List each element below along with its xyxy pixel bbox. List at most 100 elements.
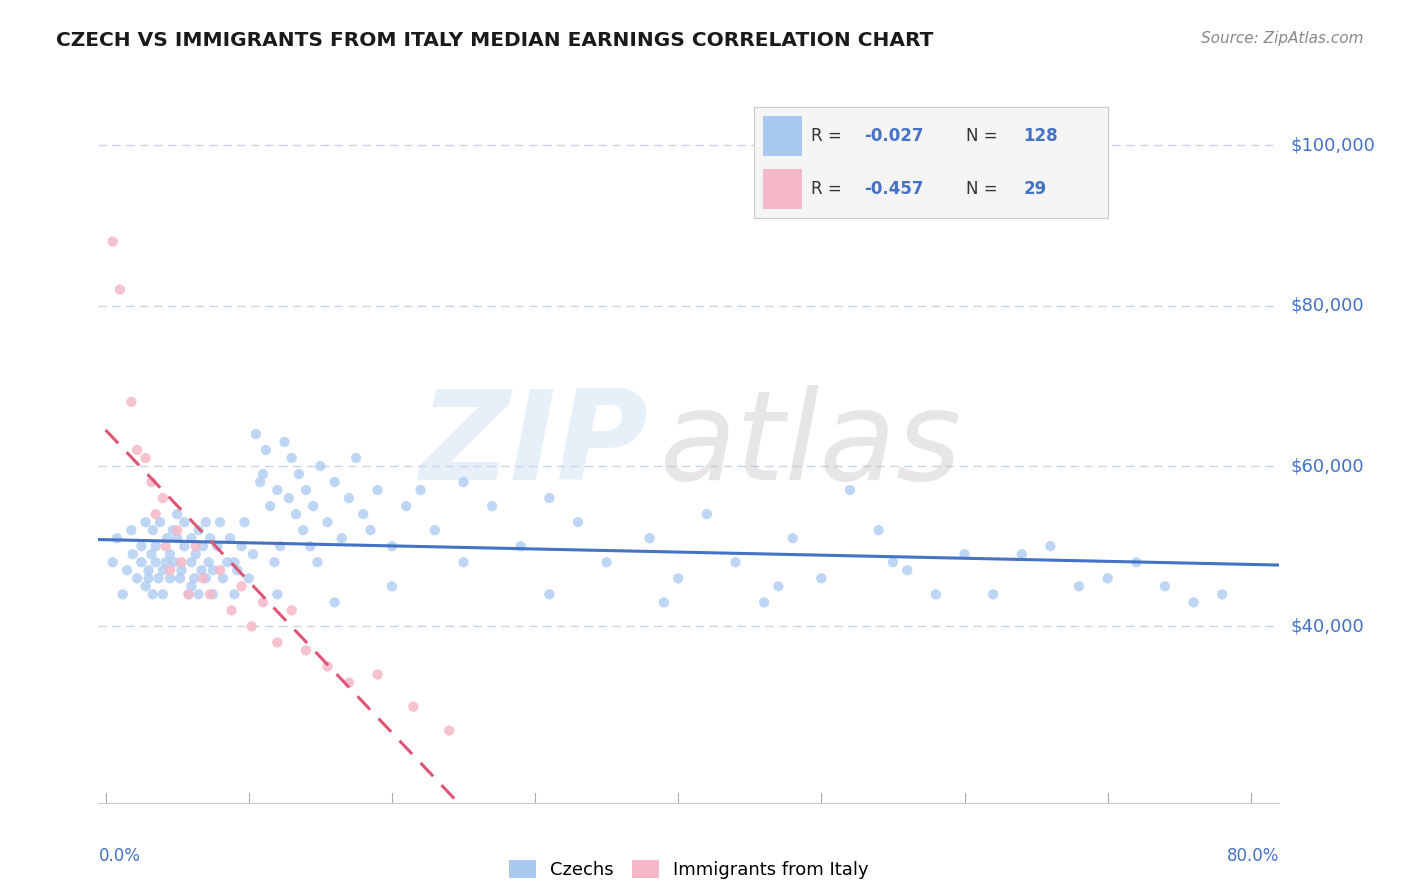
Text: $40,000: $40,000	[1291, 617, 1364, 635]
Point	[111, 587, 134, 601]
Text: Source: ZipAtlas.com: Source: ZipAtlas.com	[1201, 31, 1364, 46]
Point	[1067, 579, 1090, 593]
Point	[266, 635, 288, 649]
Point	[288, 467, 311, 481]
Point	[453, 475, 475, 489]
Point	[120, 395, 142, 409]
Point	[194, 571, 217, 585]
Point	[240, 619, 263, 633]
Point	[209, 515, 232, 529]
Point	[159, 571, 181, 585]
Point	[285, 507, 308, 521]
Point	[152, 563, 174, 577]
Point	[481, 499, 503, 513]
Point	[752, 595, 775, 609]
Point	[299, 539, 322, 553]
Point	[280, 603, 302, 617]
Point	[163, 555, 186, 569]
Point	[145, 507, 167, 521]
Point	[170, 555, 193, 569]
Point	[273, 435, 295, 450]
Point	[395, 499, 418, 513]
Point	[135, 579, 157, 593]
Point	[155, 539, 177, 553]
Point	[142, 523, 165, 537]
Point	[201, 587, 224, 601]
Point	[231, 579, 253, 593]
Point	[121, 547, 143, 561]
Point	[868, 523, 890, 537]
Point	[1211, 587, 1233, 601]
Point	[981, 587, 1004, 601]
Point	[638, 531, 661, 545]
Point	[280, 450, 302, 465]
Point	[190, 563, 212, 577]
Point	[252, 467, 274, 481]
Point	[277, 491, 299, 505]
Point	[367, 667, 389, 681]
Point	[402, 699, 425, 714]
Point	[173, 539, 195, 553]
Point	[169, 571, 191, 585]
Point	[135, 515, 157, 529]
Point	[359, 523, 381, 537]
Point	[173, 515, 195, 529]
Point	[337, 491, 360, 505]
Point	[666, 571, 689, 585]
Point	[768, 579, 790, 593]
Point	[166, 531, 188, 545]
Point	[209, 563, 232, 577]
Point	[152, 587, 174, 601]
Point	[101, 555, 124, 569]
Point	[177, 587, 200, 601]
Point	[166, 507, 188, 521]
Point	[352, 507, 374, 521]
Point	[567, 515, 589, 529]
Point	[316, 515, 339, 529]
Point	[896, 563, 918, 577]
Point	[538, 587, 561, 601]
Point	[595, 555, 617, 569]
Point	[207, 539, 229, 553]
Point	[254, 442, 277, 457]
Point	[120, 523, 142, 537]
Point	[187, 523, 209, 537]
Text: ZIP: ZIP	[419, 385, 648, 507]
Point	[187, 587, 209, 601]
Point	[142, 587, 165, 601]
Point	[323, 475, 346, 489]
Point	[217, 555, 239, 569]
Point	[131, 539, 153, 553]
Point	[201, 563, 224, 577]
Point	[152, 491, 174, 505]
Point	[259, 499, 281, 513]
Point	[162, 523, 184, 537]
Point	[180, 555, 202, 569]
Point	[105, 531, 128, 545]
Point	[696, 507, 718, 521]
Point	[184, 539, 207, 553]
Point	[307, 555, 329, 569]
Point	[108, 283, 131, 297]
Point	[155, 555, 177, 569]
Point	[149, 515, 172, 529]
Point	[269, 539, 291, 553]
Point	[197, 555, 219, 569]
Point	[231, 539, 253, 553]
Point	[224, 555, 246, 569]
Point	[1097, 571, 1119, 585]
Point	[295, 643, 318, 657]
Point	[145, 539, 167, 553]
Point	[125, 442, 148, 457]
Point	[1154, 579, 1177, 593]
Point	[191, 571, 214, 585]
Point	[266, 483, 288, 497]
Point	[226, 563, 249, 577]
Point	[135, 450, 157, 465]
Point	[337, 675, 360, 690]
Point	[198, 531, 221, 545]
Point	[249, 475, 271, 489]
Point	[302, 499, 325, 513]
Point	[224, 587, 246, 601]
Point	[159, 547, 181, 561]
